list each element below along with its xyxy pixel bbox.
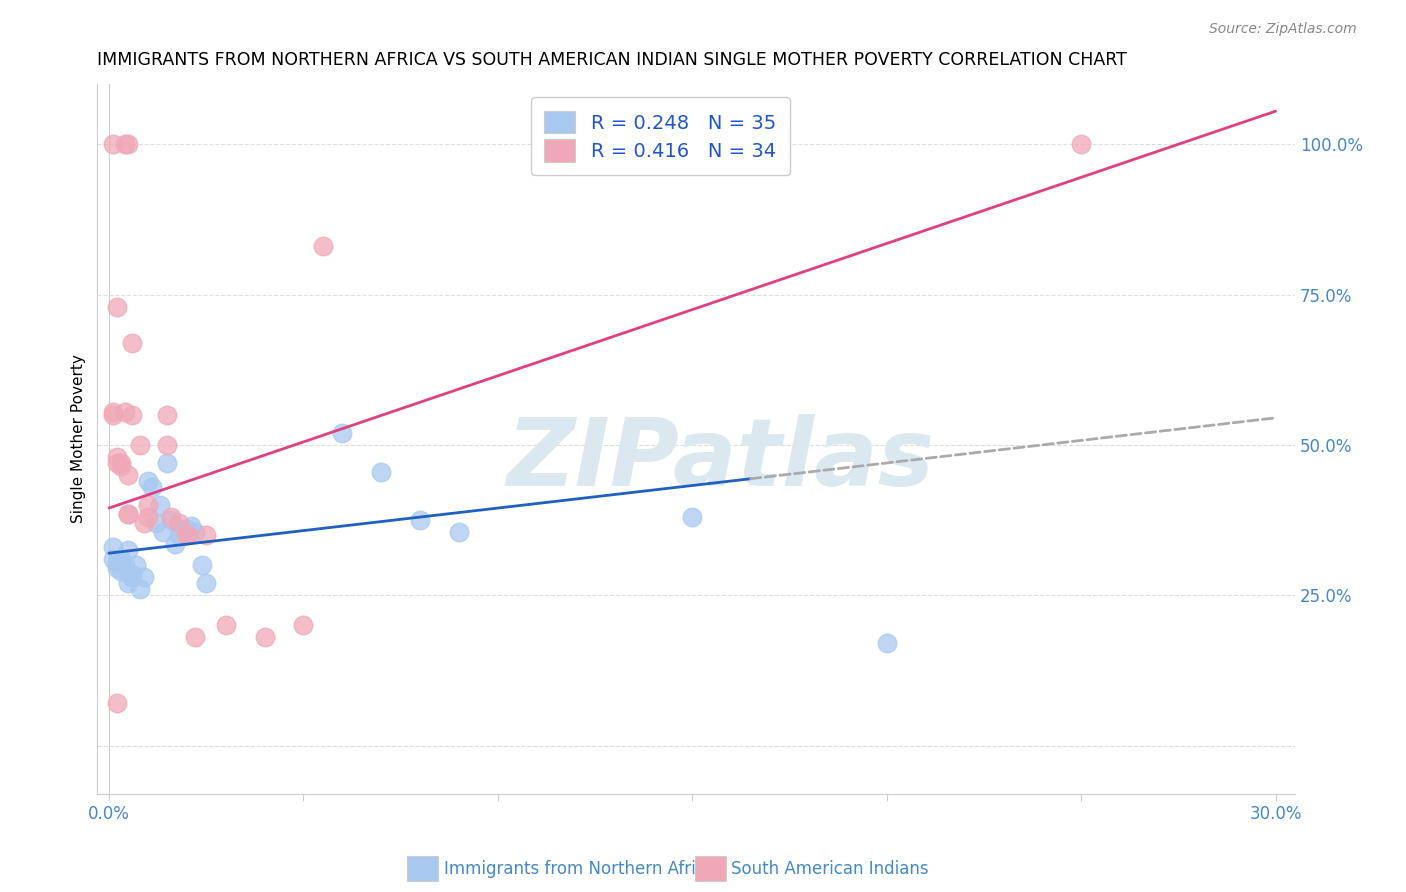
Point: [167, 528, 190, 542]
Point: [110, 458, 132, 473]
Point: [167, 516, 190, 530]
Point: [136, 474, 159, 488]
Legend: R = 0.248   N = 35, R = 0.416   N = 34: R = 0.248 N = 35, R = 0.416 N = 34: [530, 97, 790, 176]
Point: [681, 510, 703, 524]
Point: [183, 630, 205, 644]
Point: [172, 522, 194, 536]
Point: [101, 405, 124, 419]
Point: [156, 456, 179, 470]
Point: [101, 552, 124, 566]
Point: [101, 137, 124, 152]
Point: [312, 239, 335, 253]
Point: [105, 456, 128, 470]
Point: [110, 456, 132, 470]
Point: [105, 450, 128, 464]
Point: [180, 519, 202, 533]
Point: [447, 525, 470, 540]
Point: [370, 465, 392, 479]
Text: South American Indians: South American Indians: [731, 860, 929, 878]
Point: [152, 525, 174, 540]
Point: [176, 528, 198, 542]
Point: [165, 537, 187, 551]
Point: [136, 510, 159, 524]
Point: [117, 137, 139, 152]
Point: [121, 408, 143, 422]
Point: [125, 558, 148, 573]
Point: [183, 525, 205, 540]
Point: [160, 510, 183, 524]
Point: [105, 697, 128, 711]
Point: [105, 561, 128, 575]
Point: [330, 425, 353, 440]
Point: [121, 570, 143, 584]
Point: [114, 137, 136, 152]
Point: [176, 528, 198, 542]
Point: [176, 522, 198, 536]
Y-axis label: Single Mother Poverty: Single Mother Poverty: [72, 354, 86, 524]
Point: [129, 438, 152, 452]
Point: [292, 618, 315, 632]
Text: IMMIGRANTS FROM NORTHERN AFRICA VS SOUTH AMERICAN INDIAN SINGLE MOTHER POVERTY C: IMMIGRANTS FROM NORTHERN AFRICA VS SOUTH…: [97, 51, 1128, 69]
Point: [132, 516, 155, 530]
Text: Immigrants from Northern Africa: Immigrants from Northern Africa: [444, 860, 714, 878]
Point: [114, 405, 136, 419]
Point: [121, 335, 143, 350]
Point: [145, 516, 167, 530]
Text: Source: ZipAtlas.com: Source: ZipAtlas.com: [1209, 22, 1357, 37]
Point: [160, 513, 183, 527]
Point: [110, 564, 132, 578]
Point: [132, 570, 155, 584]
Point: [117, 507, 139, 521]
Point: [215, 618, 238, 632]
Point: [156, 408, 179, 422]
Point: [110, 552, 132, 566]
Point: [195, 576, 218, 591]
Point: [105, 555, 128, 569]
Point: [129, 582, 152, 597]
Text: ZIPatlas: ZIPatlas: [506, 414, 934, 506]
Point: [121, 567, 143, 582]
Point: [1070, 137, 1092, 152]
Point: [117, 543, 139, 558]
Point: [117, 507, 139, 521]
Point: [409, 513, 432, 527]
Point: [253, 630, 276, 644]
Point: [101, 540, 124, 554]
Point: [195, 528, 218, 542]
Point: [136, 498, 159, 512]
Point: [141, 480, 163, 494]
Point: [191, 558, 214, 573]
Point: [105, 300, 128, 314]
Point: [114, 558, 136, 573]
Point: [101, 408, 124, 422]
Point: [117, 467, 139, 482]
Point: [876, 636, 898, 650]
Point: [156, 438, 179, 452]
Point: [148, 498, 170, 512]
Point: [117, 576, 139, 591]
